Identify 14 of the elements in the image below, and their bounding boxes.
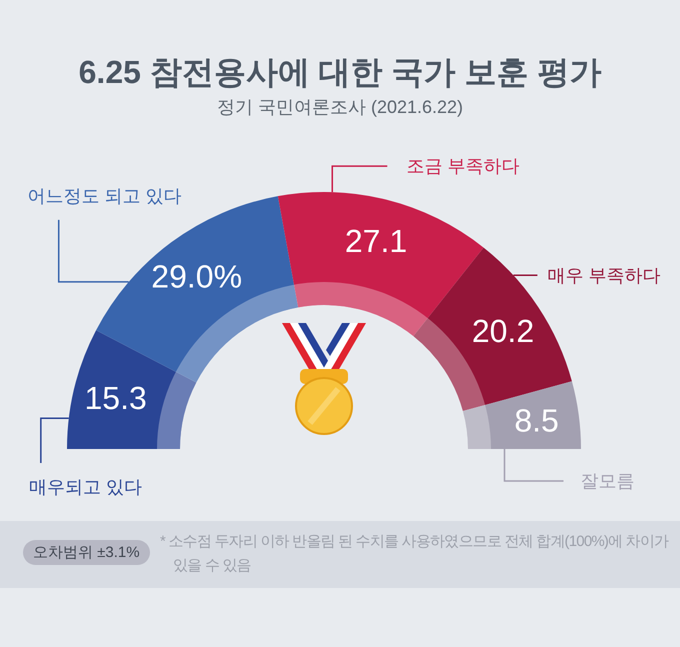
chart-subtitle: 정기 국민여론조사 (2021.6.22): [216, 96, 464, 119]
data-label: 27.1: [344, 222, 408, 259]
data-label: 29.0%: [151, 258, 242, 294]
text: * 소수점 두자리 이하 반올림 된 수치를 사용하였으므로 전체 합계(100%)에 차이가 있을 수 있음: [160, 532, 670, 576]
slice-label: 조금 부족하다: [406, 156, 520, 176]
text: 오차범위 ±3.1%: [23, 540, 150, 565]
slice-label: 매우되고 있다: [28, 477, 142, 497]
data-label: 15.3: [84, 380, 147, 416]
slice-label: 어느정도 되고 있다: [28, 186, 182, 206]
data-label: 8.5: [514, 402, 559, 438]
data-label: 20.2: [472, 312, 534, 349]
slice-label: 매우 부족하다: [547, 265, 660, 286]
slice-label: 잘모름: [580, 471, 634, 491]
chart-title: 6.25 참전용사에 대한 국가 보훈 평가: [78, 53, 602, 92]
